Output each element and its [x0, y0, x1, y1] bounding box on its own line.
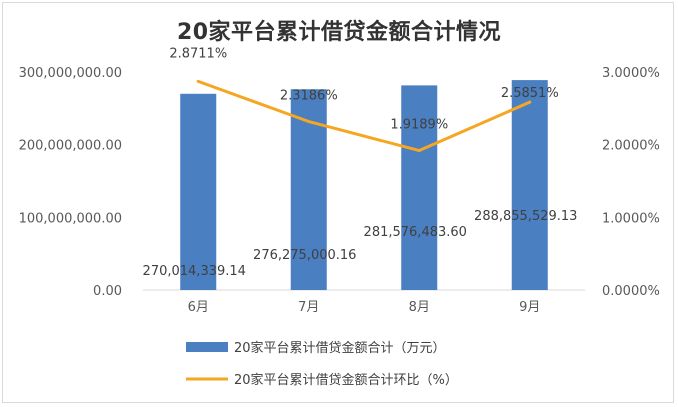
legend: 20家平台累计借贷金额合计（万元） 20家平台累计借贷金额合计环比（%） [186, 340, 458, 388]
category-label: 8月 [409, 300, 430, 315]
bar-series [180, 80, 548, 290]
legend-bar-label: 20家平台累计借贷金额合计（万元） [234, 340, 446, 356]
left-tick-label: 200,000,000.00 [19, 139, 122, 154]
category-label: 6月 [188, 300, 209, 315]
legend-line-label: 20家平台累计借贷金额合计环比（%） [234, 372, 458, 388]
left-tick-label: 300,000,000.00 [19, 66, 122, 81]
category-label: 7月 [298, 300, 319, 315]
right-tick-label: 1.0000% [602, 211, 660, 226]
bar-data-label: 288,855,529.13 [474, 209, 577, 224]
line-path [196, 79, 532, 153]
line-data-label: 2.5851% [501, 86, 559, 101]
line-data-label: 2.3186% [280, 89, 338, 104]
right-axis-ticks: 0.0000% 1.0000% 2.0000% 3.0000% [602, 66, 660, 299]
right-tick-label: 3.0000% [602, 66, 660, 81]
chart-frame [2, 2, 674, 403]
line-data-label: 2.8711% [169, 46, 227, 61]
chart-title: 20家平台累计借贷金额合计情况 [176, 20, 502, 45]
bar [180, 93, 217, 290]
legend-bar-swatch [186, 342, 228, 352]
right-tick-label: 0.0000% [602, 284, 660, 299]
line-point [528, 100, 532, 104]
left-axis-ticks: 0.00 100,000,000.00 200,000,000.00 300,000,… [19, 66, 122, 299]
bar-data-label: 270,014,339.14 [143, 264, 246, 279]
left-tick-label: 100,000,000.00 [19, 211, 122, 226]
line-point [196, 79, 200, 83]
line-data-label: 1.9189% [390, 118, 448, 133]
bar-data-label: 276,275,000.16 [253, 248, 356, 263]
bar [401, 85, 438, 290]
line-data-labels: 2.8711% 2.3186% 1.9189% 2.5851% [169, 46, 558, 132]
bar-data-label: 281,576,483.60 [364, 225, 467, 240]
line-point [417, 149, 421, 153]
line-point [307, 120, 311, 124]
line-series [196, 79, 532, 153]
right-tick-label: 2.0000% [602, 139, 660, 154]
left-tick-label: 0.00 [93, 284, 122, 299]
category-label: 9月 [519, 300, 540, 315]
bar [511, 80, 548, 290]
category-labels: 6月 7月 8月 9月 [188, 300, 541, 315]
bar-data-labels: 270,014,339.14 276,275,000.16 281,576,483.… [143, 209, 578, 279]
